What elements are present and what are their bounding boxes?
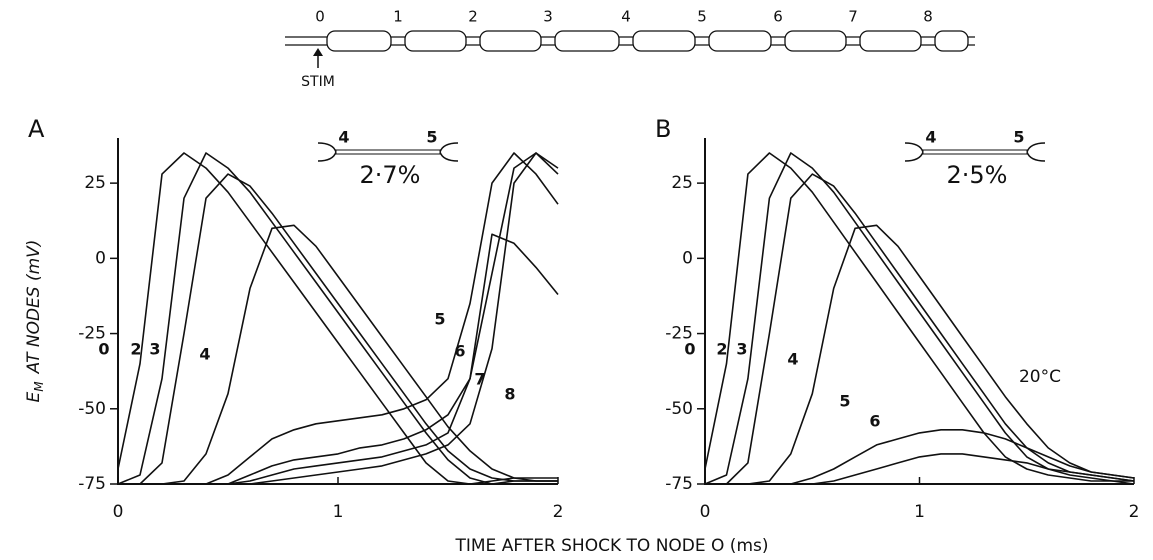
trace-label: 2: [716, 340, 727, 359]
internode: [632, 30, 696, 52]
stim-arrowhead: [313, 48, 323, 56]
stim-label: STIM: [301, 74, 335, 90]
node-label: 6: [773, 8, 783, 26]
inset-left: 4: [338, 128, 349, 147]
trace-label: 4: [787, 350, 798, 369]
inset-left: 4: [925, 128, 936, 147]
trace-label: 8: [504, 385, 515, 404]
internode: [934, 30, 969, 52]
y-title-main: E: [24, 391, 44, 402]
panel-label: B: [655, 115, 671, 143]
trace-label: 5: [434, 310, 445, 329]
axis-line: [117, 138, 558, 485]
trace: [118, 152, 559, 485]
y-tick-label: -75: [665, 474, 693, 494]
trace-label: 0: [98, 340, 109, 359]
x-tick-label: 2: [1129, 502, 1140, 522]
inset-node: [1026, 142, 1046, 162]
inset-internode: [335, 149, 441, 155]
x-tick-label: 2: [553, 502, 564, 522]
inset-right: 5: [1013, 128, 1024, 147]
inset-node: [439, 142, 459, 162]
trace: [704, 152, 1135, 485]
trace-label: 3: [149, 340, 160, 359]
x-axis-title: TIME AFTER SHOCK TO NODE O (ms): [454, 536, 768, 556]
internode: [784, 30, 847, 52]
trace: [705, 173, 1135, 485]
trace-label: 4: [199, 345, 210, 364]
trace: [118, 173, 558, 485]
inset-right: 5: [426, 128, 437, 147]
trace: [704, 152, 1134, 485]
trace-label: 2: [130, 340, 141, 359]
panel-label: A: [28, 115, 45, 143]
trace-label: 5: [839, 392, 850, 411]
node-label: 2: [468, 8, 478, 26]
node-label: 0: [315, 8, 325, 26]
x-tick-label: 1: [914, 502, 925, 522]
y-title-sub: M: [32, 381, 46, 392]
internode: [326, 30, 392, 52]
node-label: 3: [543, 8, 553, 26]
y-axis-title: EM AT NODES (mV): [24, 240, 46, 403]
y-tick-label: -50: [78, 399, 106, 419]
x-tick-label: 0: [113, 502, 124, 522]
x-tick-label: 1: [333, 502, 344, 522]
internode: [554, 30, 620, 52]
node-label: 5: [697, 8, 707, 26]
trace-label: 0: [684, 340, 695, 359]
trace: [118, 224, 558, 485]
node-label: 7: [848, 8, 858, 26]
node-label: 8: [923, 8, 933, 26]
internode: [479, 30, 542, 52]
trace: [705, 224, 1135, 485]
internode: [404, 30, 467, 52]
y-tick-label: 0: [95, 248, 106, 268]
x-tick-label: 0: [700, 502, 711, 522]
inset-ratio: 2·7%: [360, 161, 421, 189]
y-tick-label: -50: [665, 399, 693, 419]
y-tick-label: -75: [78, 474, 106, 494]
trace-label: 6: [869, 412, 880, 431]
y-tick-label: 0: [682, 248, 693, 268]
y-title-rest: AT NODES (mV): [24, 240, 44, 375]
node-label: 4: [621, 8, 631, 26]
y-tick-label: -25: [665, 324, 693, 344]
nerve-diagram: STIM 0 1 2 3 4 5 6 7 8: [285, 8, 975, 90]
y-tick-label: -25: [78, 324, 106, 344]
trace: [117, 152, 558, 485]
annotation: 20°C: [1019, 367, 1061, 387]
internode: [708, 30, 772, 52]
trace-label: 6: [454, 342, 465, 361]
trace: [705, 453, 1135, 485]
inset-node: [317, 142, 337, 162]
y-tick-label: 25: [84, 173, 106, 193]
trace-label: 3: [736, 340, 747, 359]
inset-ratio: 2·5%: [947, 161, 1008, 189]
y-tick-label: 25: [671, 173, 693, 193]
node-label: 1: [393, 8, 403, 26]
trace-label: 7: [474, 370, 485, 389]
inset-internode: [922, 149, 1028, 155]
inset-node: [904, 142, 924, 162]
internode: [859, 30, 922, 52]
